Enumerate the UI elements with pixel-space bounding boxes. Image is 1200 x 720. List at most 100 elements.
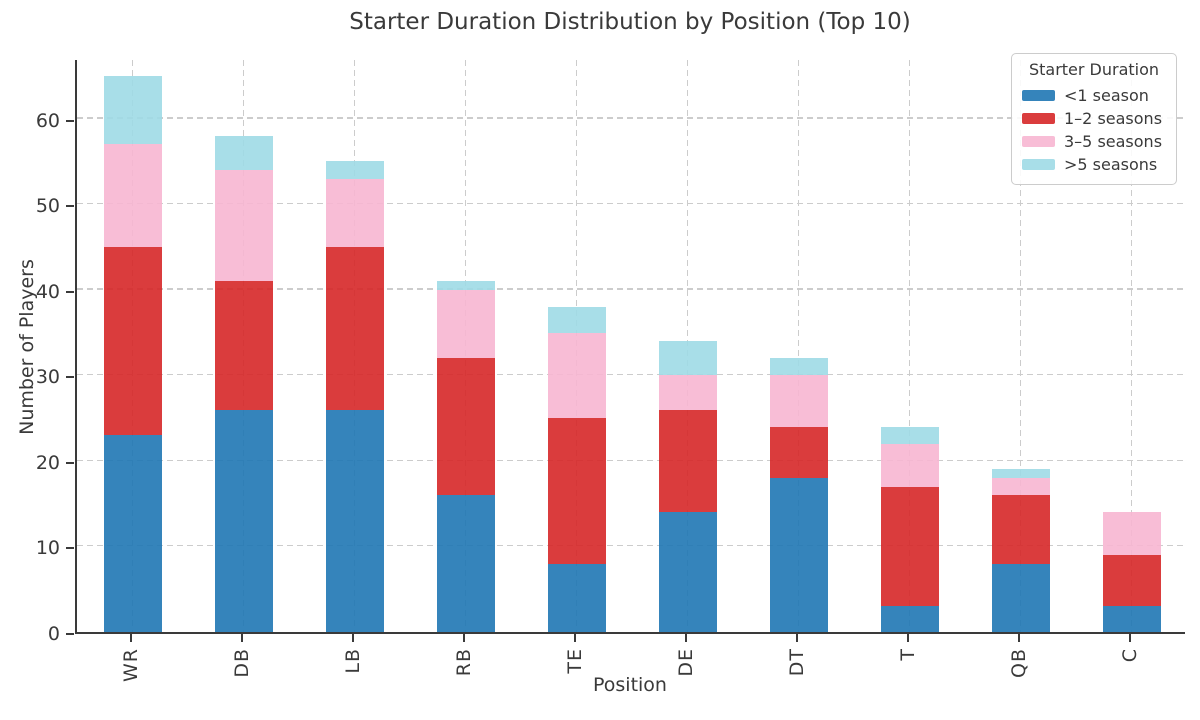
y-tick-mark — [66, 633, 74, 635]
legend-swatch-1-2-seasons-icon — [1022, 113, 1055, 124]
x-tick-mark — [1017, 634, 1020, 642]
legend-row: >5 seasons — [1022, 153, 1166, 176]
bar-segment — [880, 606, 939, 632]
gridline-horizontal — [77, 373, 1185, 376]
x-tick-label: TE — [563, 648, 586, 674]
legend-row: 3–5 seasons — [1022, 130, 1166, 153]
bar-segment — [103, 75, 162, 145]
legend-row: <1 season — [1022, 84, 1166, 107]
y-tick-label: 30 — [35, 366, 60, 389]
bar-segment — [658, 512, 717, 632]
bar-segment — [103, 144, 162, 248]
gridline-vertical — [908, 60, 911, 632]
legend-swatch-3-5-seasons-icon — [1022, 136, 1055, 147]
legend-swatch-lt1-season-icon — [1022, 90, 1055, 101]
bar-segment — [769, 426, 828, 479]
y-tick-label: 0 — [47, 623, 60, 645]
gridline-vertical — [1130, 60, 1133, 632]
legend-label: <1 season — [1064, 86, 1149, 105]
bar-segment — [991, 563, 1050, 632]
legend-title: Starter Duration — [1028, 60, 1160, 79]
gridline-horizontal — [77, 545, 1185, 547]
bar-segment — [103, 247, 162, 436]
bar-segment — [325, 178, 384, 248]
y-tick-mark — [66, 461, 74, 464]
x-tick-mark — [795, 634, 798, 642]
y-tick-mark — [66, 205, 74, 208]
legend: Starter Duration <1 season 1–2 seasons 3… — [1011, 53, 1177, 185]
gridline-horizontal — [77, 202, 1185, 205]
gridline-vertical — [1019, 60, 1022, 632]
x-tick-mark — [684, 634, 687, 642]
bar-segment — [325, 161, 384, 179]
bar-segment — [214, 281, 273, 410]
y-tick-label: 60 — [35, 109, 60, 132]
bar-segment — [991, 495, 1050, 564]
bar-segment — [1102, 512, 1161, 556]
bar-segment — [547, 332, 606, 419]
bar-segment — [103, 435, 162, 632]
chart-title: Starter Duration Distribution by Positio… — [349, 9, 911, 35]
bar-segment — [769, 358, 828, 376]
x-tick-mark — [351, 634, 354, 642]
x-tick-mark — [462, 634, 465, 642]
bar-segment — [547, 418, 606, 564]
bar-segment — [325, 247, 384, 410]
bar-segment — [769, 375, 828, 427]
y-tick-label: 50 — [35, 195, 60, 218]
x-tick-mark — [240, 634, 243, 642]
bars-layer — [77, 60, 1185, 632]
bar-segment — [658, 341, 717, 376]
bar-segment — [214, 170, 273, 282]
y-tick-label: 10 — [35, 537, 60, 560]
gridline-horizontal — [77, 459, 1185, 461]
bar-segment — [436, 281, 495, 290]
bar-segment — [991, 478, 1050, 496]
legend-label: 1–2 seasons — [1064, 109, 1163, 128]
y-tick-mark — [66, 119, 74, 122]
bar-segment — [436, 495, 495, 632]
y-tick-mark — [66, 290, 74, 293]
x-tick-label: T — [896, 648, 919, 661]
gridline-horizontal — [77, 117, 1185, 119]
y-tick-label: 40 — [35, 280, 60, 303]
legend-row: 1–2 seasons — [1022, 107, 1166, 130]
legend-label: 3–5 seasons — [1064, 132, 1163, 151]
y-tick-mark — [66, 376, 74, 379]
x-tick-mark — [1128, 634, 1131, 642]
bar-segment — [658, 409, 717, 513]
bar-segment — [880, 486, 939, 607]
bar-segment — [547, 306, 606, 333]
legend-swatch-gt5-seasons-icon — [1022, 159, 1055, 170]
x-tick-label: DE — [674, 648, 697, 677]
y-tick-mark — [66, 547, 74, 550]
bar-segment — [658, 375, 717, 410]
bar-segment — [436, 358, 495, 496]
x-tick-label: LB — [341, 648, 364, 674]
bar-segment — [547, 563, 606, 632]
bar-segment — [880, 443, 939, 487]
x-tick-label: DT — [785, 648, 808, 677]
x-tick-mark — [129, 634, 132, 642]
bar-segment — [769, 478, 828, 632]
bar-segment — [214, 409, 273, 632]
y-tick-label: 20 — [35, 451, 60, 474]
bar-segment — [880, 426, 939, 444]
bar-segment — [1102, 606, 1161, 632]
bar-segment — [436, 289, 495, 359]
legend-label: >5 seasons — [1064, 155, 1158, 174]
bar-segment — [991, 469, 1050, 479]
gridline-vertical — [797, 60, 800, 632]
bar-segment — [214, 135, 273, 171]
x-tick-mark — [573, 634, 576, 642]
x-tick-label: C — [1118, 648, 1141, 663]
plot-area — [75, 60, 1185, 634]
gridline-horizontal — [77, 288, 1185, 290]
bar-segment — [1102, 555, 1161, 607]
x-tick-mark — [906, 634, 909, 642]
y-axis-label: Number of Players — [16, 259, 38, 435]
x-axis-label: Position — [593, 674, 667, 696]
x-tick-label: RB — [452, 648, 475, 677]
bar-segment — [325, 409, 384, 632]
